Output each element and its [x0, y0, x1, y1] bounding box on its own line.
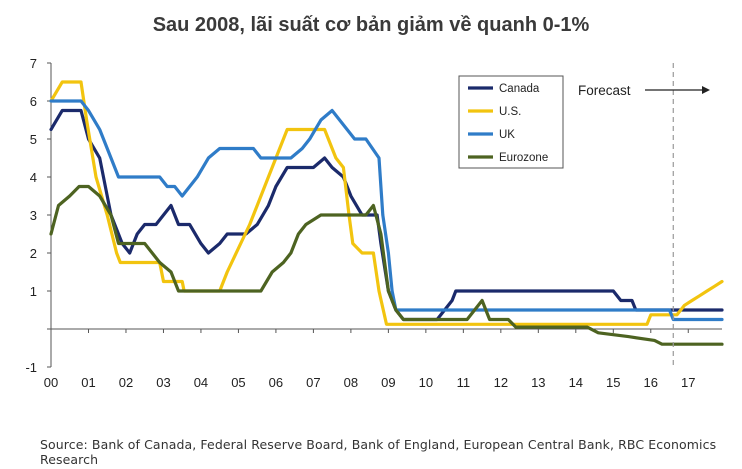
x-tick-label: 00	[44, 375, 58, 390]
y-tick-label: 5	[30, 132, 37, 147]
x-tick-label: 02	[119, 375, 133, 390]
legend-box	[458, 75, 564, 169]
forecast-label: Forecast	[578, 83, 631, 98]
chart-title: Sau 2008, lãi suất cơ bản giảm về quanh …	[152, 14, 590, 36]
legend-label: Eurozone	[499, 152, 548, 164]
series-line-u-s	[49, 80, 724, 326]
y-tick-label: 7	[30, 56, 37, 71]
legend-label: UK	[499, 129, 515, 141]
y-tick-label: 4	[30, 170, 37, 185]
x-tick-label: 16	[644, 375, 658, 390]
x-tick-label: 05	[231, 375, 245, 390]
x-tick-label: 17	[681, 375, 695, 390]
forecast-arrow-head	[702, 86, 710, 94]
x-tick-label: 14	[569, 375, 583, 390]
series-lines	[49, 80, 724, 346]
y-tick-label: 2	[30, 246, 37, 261]
x-tick-label: 10	[419, 375, 433, 390]
y-tick-label: 1	[30, 284, 37, 299]
y-tick-label: 3	[30, 208, 37, 223]
series-line-eurozone	[49, 184, 724, 346]
x-tick-label: 13	[531, 375, 545, 390]
forecast-marker: Forecast	[578, 63, 710, 367]
source-note: Source: Bank of Canada, Federal Reserve …	[40, 437, 717, 467]
x-tick-label: 01	[81, 375, 95, 390]
x-tick-label: 07	[306, 375, 320, 390]
x-tick-label: 04	[194, 375, 208, 390]
legend: Canada U.S. UK Eurozone	[458, 75, 564, 169]
y-tick-label: 6	[30, 94, 37, 109]
x-tick-label: 03	[156, 375, 170, 390]
legend-label: U.S.	[499, 106, 521, 118]
series-line-uk	[49, 99, 724, 322]
x-tick-label: 09	[381, 375, 395, 390]
legend-label: Canada	[499, 83, 540, 95]
y-tick-label: -1	[25, 360, 37, 375]
x-tick-label: 06	[269, 375, 283, 390]
x-tick-label: 15	[606, 375, 620, 390]
x-tick-label: 11	[457, 375, 471, 390]
x-tick-label: 12	[494, 375, 508, 390]
x-tick-label: 08	[344, 375, 358, 390]
